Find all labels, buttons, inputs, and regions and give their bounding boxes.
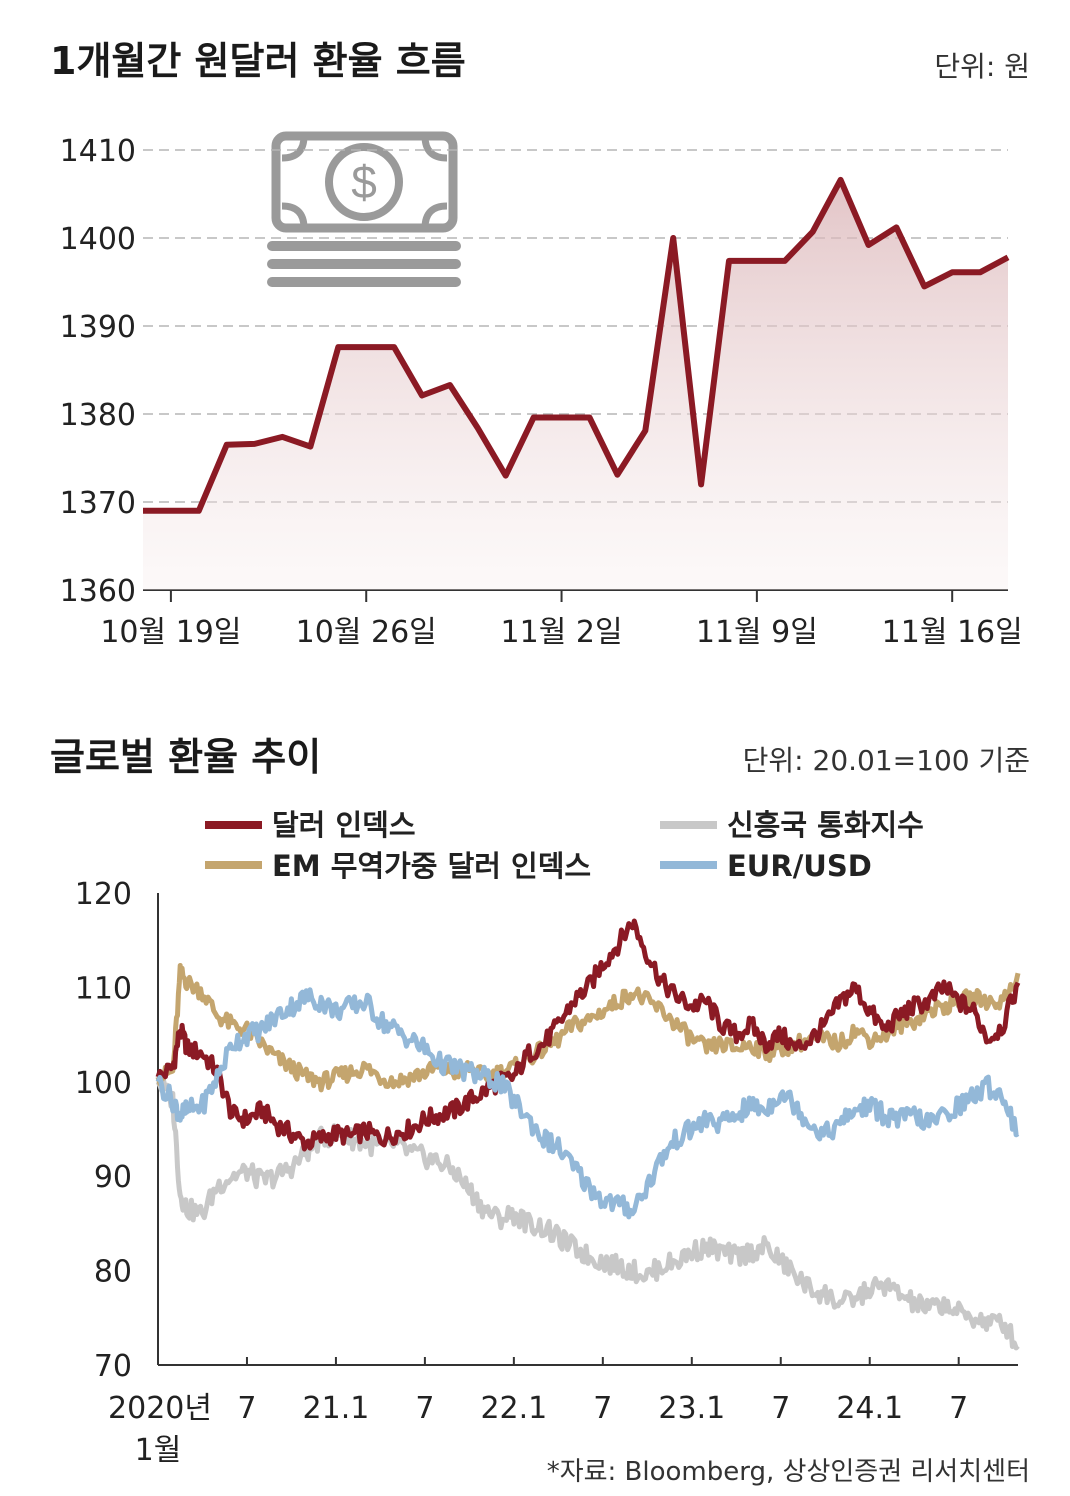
money-icon: $ <box>267 131 461 287</box>
source-note: *자료: Bloomberg, 상상인증권 리서치센터 <box>547 1457 1030 1487</box>
y-tick-label: 1390 <box>60 310 136 345</box>
x-tick-label: 10월 19일 <box>100 615 241 650</box>
x-tick-label: 7 <box>237 1391 256 1426</box>
chart1-unit-label: 단위: 원 <box>934 50 1030 83</box>
chart2-unit-label: 단위: 20.01=100 기준 <box>743 744 1030 777</box>
krw-series-line <box>143 176 1010 514</box>
legend: 달러 인덱스 EM 무역가중 달러 인덱스 신흥국 통화지수 EUR/USD <box>205 808 924 883</box>
series-line-eur-usd <box>155 987 1020 1220</box>
series-line-em-index <box>155 963 1021 1093</box>
x-tick-label: 23.1 <box>658 1391 725 1426</box>
y-tick-label: 80 <box>94 1255 132 1290</box>
global-fx-chart: 120 110 100 90 80 70 2020년 1월 7 21.1 7 22.1 7 23.1 7 24… <box>75 877 1021 1468</box>
x-tick-label: 11월 2일 <box>501 615 623 650</box>
x-tick-label: 7 <box>771 1391 790 1426</box>
y-tick-label: 1380 <box>60 398 136 433</box>
x-tick-sublabel: 1월 <box>135 1433 182 1468</box>
krw-area-fill <box>143 179 1008 590</box>
y-tick-label: 90 <box>94 1160 132 1195</box>
y-tick-label: 1410 <box>60 134 136 169</box>
svg-text:$: $ <box>351 156 377 208</box>
y-tick-label: 100 <box>75 1066 132 1101</box>
x-tick-label: 22.1 <box>480 1391 547 1426</box>
y-tick-label: 1370 <box>60 486 136 521</box>
x-tick-label: 7 <box>949 1391 968 1426</box>
legend-em-index: EM 무역가중 달러 인덱스 <box>272 849 591 883</box>
legend-eur-usd: EUR/USD <box>727 849 872 883</box>
x-tick-label: 7 <box>415 1391 434 1426</box>
series-line-em-currency <box>155 1078 1020 1351</box>
chart1-title: 1개월간 원달러 환율 흐름 <box>50 39 466 83</box>
series-line-dollar-index <box>155 918 1021 1152</box>
x-tick-label: 21.1 <box>303 1391 370 1426</box>
y-tick-label: 110 <box>75 971 132 1006</box>
legend-em-currency: 신흥국 통화지수 <box>727 808 924 842</box>
y-tick-label: 1360 <box>60 574 136 609</box>
chart2-title: 글로벌 환율 추이 <box>50 735 321 779</box>
x-tick-label: 11월 9일 <box>696 615 818 650</box>
y-tick-label: 70 <box>94 1349 132 1384</box>
y-tick-label: 120 <box>75 877 132 912</box>
x-tick-label: 11월 16일 <box>882 615 1023 650</box>
x-tick-label: 7 <box>593 1391 612 1426</box>
x-tick-label: 10월 26일 <box>296 615 437 650</box>
x-tick-label: 2020년 <box>108 1391 212 1426</box>
y-tick-label: 1400 <box>60 222 136 257</box>
krw-usd-chart: 1410 1400 1390 1380 1370 1360 10월 19일 10월 26일 11… <box>60 134 1023 650</box>
x-tick-label: 24.1 <box>836 1391 903 1426</box>
legend-dollar-index: 달러 인덱스 <box>272 808 416 842</box>
